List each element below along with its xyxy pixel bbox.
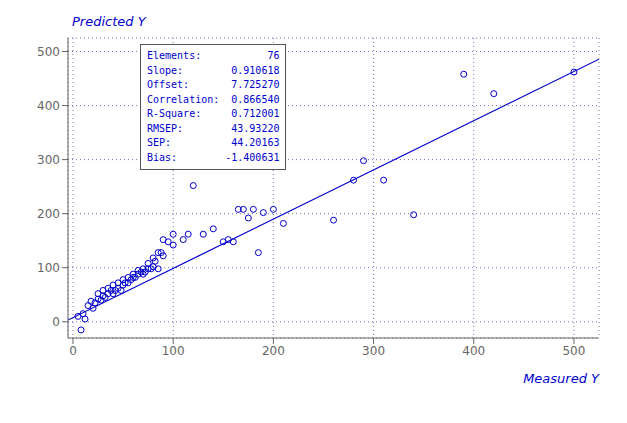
html-text:Offset: 7.725270: Offset: 7.725270 — [147, 79, 280, 90]
svg-text:500: 500 — [37, 45, 60, 59]
svg-text:400: 400 — [37, 99, 60, 113]
svg-text:200: 200 — [37, 207, 60, 221]
svg-text:400: 400 — [462, 344, 485, 358]
html-text:Elements: 76: Elements: 76 — [147, 50, 280, 61]
html-text:Predicted Y: Predicted Y — [72, 14, 146, 29]
svg-text:100: 100 — [162, 344, 185, 358]
svg-text:0: 0 — [52, 315, 60, 329]
svg-text:0: 0 — [69, 344, 77, 358]
svg-text:100: 100 — [37, 261, 60, 275]
html-text:Bias: -1.400631: Bias: -1.400631 — [147, 151, 280, 163]
svg-text:300: 300 — [37, 153, 60, 167]
html-text:Slope: 0.910618: Slope: 0.910618 — [147, 64, 280, 76]
html-text:R-Square: 0.712001: R-Square: 0.712001 — [147, 108, 280, 119]
svg-text:500: 500 — [562, 344, 585, 358]
svg-text:300: 300 — [362, 344, 385, 358]
html-text:Correlation: 0.866540: Correlation: 0.866540 — [147, 93, 280, 105]
html-text:RMSEP: 43.93220: RMSEP: 43.93220 — [147, 122, 280, 134]
html-text:SEP: 44.20163: SEP: 44.20163 — [147, 137, 280, 148]
svg-text:200: 200 — [262, 344, 285, 358]
svg-text:Measured Y: Measured Y — [523, 371, 600, 386]
